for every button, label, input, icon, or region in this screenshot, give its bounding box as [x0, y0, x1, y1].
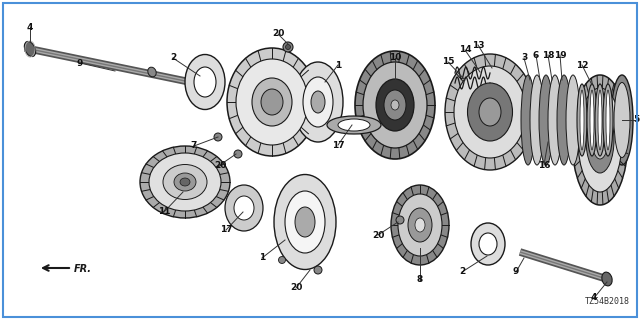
Ellipse shape: [398, 194, 442, 256]
Ellipse shape: [587, 84, 597, 156]
Ellipse shape: [603, 84, 613, 156]
Ellipse shape: [327, 116, 381, 134]
Text: 16: 16: [538, 161, 550, 170]
Ellipse shape: [602, 272, 612, 286]
Ellipse shape: [614, 83, 630, 157]
Ellipse shape: [479, 233, 497, 255]
Ellipse shape: [24, 42, 36, 57]
Ellipse shape: [391, 100, 399, 110]
Text: 5: 5: [633, 116, 639, 124]
Ellipse shape: [285, 191, 325, 253]
Ellipse shape: [592, 121, 608, 159]
Text: 15: 15: [442, 58, 454, 67]
Text: 4: 4: [591, 293, 597, 302]
Ellipse shape: [236, 59, 308, 145]
Ellipse shape: [148, 67, 156, 77]
Ellipse shape: [578, 88, 622, 192]
Text: 17: 17: [332, 140, 344, 149]
Ellipse shape: [225, 185, 263, 231]
Ellipse shape: [252, 78, 292, 126]
Text: 17: 17: [220, 226, 232, 235]
Text: 20: 20: [214, 161, 226, 170]
Ellipse shape: [596, 131, 604, 149]
Ellipse shape: [606, 90, 610, 150]
Ellipse shape: [274, 174, 336, 269]
Ellipse shape: [338, 119, 370, 131]
Ellipse shape: [384, 90, 406, 120]
Text: 20: 20: [290, 284, 302, 292]
Ellipse shape: [611, 75, 633, 165]
Text: 10: 10: [389, 53, 401, 62]
Text: FR.: FR.: [74, 264, 92, 274]
Ellipse shape: [185, 54, 225, 109]
Ellipse shape: [234, 196, 254, 220]
Ellipse shape: [595, 84, 605, 156]
Ellipse shape: [293, 62, 343, 142]
Ellipse shape: [355, 51, 435, 159]
Ellipse shape: [408, 208, 432, 242]
Ellipse shape: [598, 90, 602, 150]
Ellipse shape: [261, 89, 283, 115]
Ellipse shape: [521, 75, 535, 165]
Text: 3: 3: [521, 53, 527, 62]
Ellipse shape: [234, 150, 242, 158]
Ellipse shape: [445, 54, 535, 170]
Ellipse shape: [539, 75, 553, 165]
Text: 11: 11: [157, 207, 170, 217]
Ellipse shape: [577, 84, 587, 156]
Ellipse shape: [471, 223, 505, 265]
Ellipse shape: [163, 164, 207, 199]
Ellipse shape: [415, 218, 425, 232]
Text: 9: 9: [513, 268, 519, 276]
Ellipse shape: [391, 185, 449, 265]
Text: 12: 12: [576, 60, 588, 69]
Ellipse shape: [454, 66, 526, 158]
Text: 19: 19: [554, 51, 566, 60]
Ellipse shape: [295, 207, 315, 237]
Text: 20: 20: [372, 230, 384, 239]
Text: 1: 1: [335, 60, 341, 69]
Text: 4: 4: [27, 22, 33, 31]
Text: 6: 6: [533, 51, 539, 60]
Ellipse shape: [479, 98, 501, 126]
Ellipse shape: [278, 257, 285, 263]
Ellipse shape: [557, 75, 571, 165]
Text: 14: 14: [459, 45, 471, 54]
Text: 8: 8: [417, 276, 423, 284]
Text: 7: 7: [191, 141, 197, 150]
Ellipse shape: [174, 173, 196, 191]
Text: 1: 1: [259, 253, 265, 262]
Ellipse shape: [572, 75, 628, 205]
Ellipse shape: [580, 90, 584, 150]
Text: 2: 2: [459, 268, 465, 276]
Ellipse shape: [314, 266, 322, 274]
Ellipse shape: [590, 90, 594, 150]
Ellipse shape: [467, 83, 513, 141]
Text: 20: 20: [272, 29, 284, 38]
Ellipse shape: [303, 77, 333, 127]
Ellipse shape: [548, 75, 562, 165]
Ellipse shape: [140, 146, 230, 218]
Ellipse shape: [285, 44, 291, 50]
Ellipse shape: [194, 67, 216, 97]
Ellipse shape: [283, 42, 293, 52]
Text: 18: 18: [541, 51, 554, 60]
Text: 13: 13: [472, 41, 484, 50]
Ellipse shape: [376, 79, 414, 131]
Ellipse shape: [586, 107, 614, 173]
Ellipse shape: [363, 62, 427, 148]
Text: TZ54B2018: TZ54B2018: [585, 297, 630, 306]
Ellipse shape: [149, 153, 221, 211]
Ellipse shape: [227, 48, 317, 156]
Ellipse shape: [530, 75, 544, 165]
Ellipse shape: [566, 75, 580, 165]
Ellipse shape: [214, 133, 222, 141]
Ellipse shape: [311, 91, 325, 113]
Text: 9: 9: [77, 59, 83, 68]
Ellipse shape: [396, 216, 404, 224]
Ellipse shape: [180, 178, 190, 186]
Text: 2: 2: [170, 53, 176, 62]
